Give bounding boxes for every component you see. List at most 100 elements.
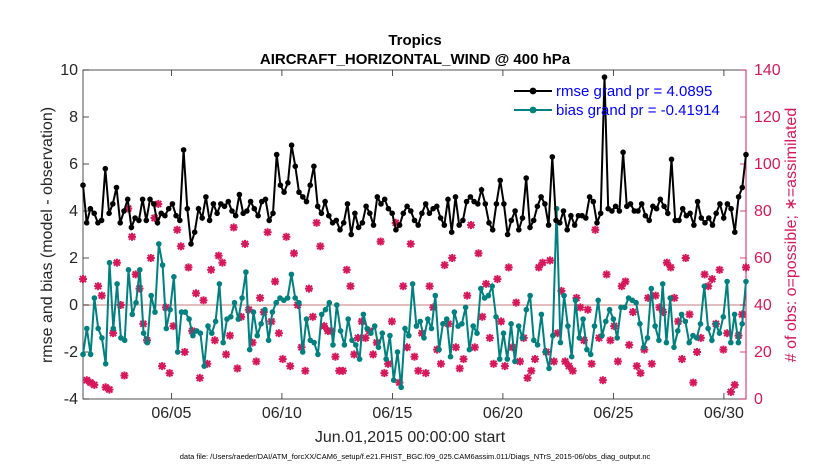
rmse-point	[318, 210, 325, 217]
rmse-point	[322, 198, 328, 205]
y-tick-label: 0	[69, 297, 78, 314]
rmse-point	[668, 156, 675, 163]
bias-point	[254, 332, 261, 339]
rmse-point	[326, 212, 332, 219]
bias-point	[167, 306, 173, 313]
bias-point	[409, 281, 416, 287]
obs-point	[689, 378, 698, 387]
obs-point	[195, 373, 204, 382]
bias-point	[447, 353, 454, 360]
obs-point	[192, 289, 200, 298]
rmse-point	[706, 215, 712, 221]
obs-point	[120, 371, 129, 380]
rmse-point	[195, 205, 202, 212]
obs-point	[636, 369, 645, 378]
obs-point	[482, 279, 491, 288]
obs-point	[678, 355, 686, 364]
bias-point	[326, 299, 333, 306]
rmse-point	[743, 151, 749, 158]
rmse-point	[713, 210, 719, 217]
bias-point	[436, 346, 442, 353]
x-tick-label: 06/15	[372, 405, 412, 422]
rmse-point	[597, 210, 604, 217]
bias-point	[466, 346, 473, 353]
rmse-point	[188, 241, 194, 247]
rmse-point	[236, 191, 243, 198]
rmse-point	[136, 217, 142, 224]
chart-subtitle: AIRCRAFT_HORIZONTAL_WIND @ 400 hPa	[260, 51, 571, 68]
bias-point	[678, 311, 685, 318]
x-tick-label: 06/05	[151, 405, 191, 422]
bias-point	[500, 330, 507, 337]
rmse-point	[527, 224, 533, 231]
obs-point	[207, 265, 216, 274]
bias-point	[421, 335, 427, 341]
bias-point	[269, 309, 276, 315]
obs-point	[301, 366, 310, 375]
bias-point	[353, 342, 359, 348]
rmse-point	[694, 198, 701, 205]
legend-label-bias: bias grand pr = -0.41914	[556, 102, 720, 119]
y-tick-label-right: 40	[754, 297, 772, 314]
rmse-point	[247, 198, 254, 205]
rmse-point	[463, 198, 470, 205]
rmse-point	[98, 217, 105, 224]
bias-point	[705, 325, 711, 332]
bias-point	[644, 335, 651, 341]
rmse-point	[448, 229, 455, 235]
rmse-point	[434, 203, 440, 210]
obs-point	[338, 366, 347, 375]
bias-point	[519, 335, 526, 341]
bias-point	[387, 332, 393, 339]
rmse-point	[381, 196, 388, 203]
obs-point	[726, 387, 735, 396]
bias-point	[659, 281, 666, 287]
obs-point	[376, 237, 385, 246]
obs-point	[568, 366, 577, 375]
rmse-point	[225, 198, 232, 205]
rmse-point	[408, 208, 414, 214]
rmse-point	[389, 210, 396, 217]
bias-point	[383, 356, 389, 362]
rmse-point	[665, 210, 671, 217]
obs-point	[730, 380, 739, 389]
x-tick-label: 06/10	[262, 405, 302, 422]
obs-point	[546, 256, 555, 265]
rmse-point	[627, 201, 634, 207]
rmse-point	[698, 215, 705, 221]
bias-point	[682, 318, 689, 325]
y-tick-label-right: 60	[754, 250, 772, 267]
obs-point	[271, 277, 280, 286]
obs-point	[176, 242, 185, 251]
bias-point	[360, 311, 367, 318]
bias-point	[599, 332, 605, 339]
y-axis-label-right: # of obs: o=possible; ∗=assimilated	[783, 108, 800, 362]
rmse-point	[255, 212, 261, 219]
rmse-point	[687, 210, 693, 217]
legend-label-rmse: rmse grand pr = 4.0895	[556, 83, 712, 100]
rmse-point	[110, 201, 116, 207]
obs-point	[459, 355, 468, 364]
bias-point	[356, 356, 363, 362]
obs-point	[523, 373, 532, 382]
bias-point	[121, 337, 128, 344]
bias-point	[735, 339, 742, 346]
bias-point	[610, 316, 617, 322]
rmse-point	[117, 220, 123, 226]
bias-point	[303, 316, 310, 322]
bias-point	[144, 339, 151, 346]
bias-point	[337, 328, 344, 334]
bias-point	[205, 323, 211, 329]
bias-point	[675, 328, 681, 334]
obs-point	[681, 254, 690, 262]
obs-point	[312, 218, 321, 227]
rmse-point	[113, 184, 120, 191]
obs-point	[316, 242, 325, 251]
rmse-point	[288, 142, 295, 148]
rmse-point	[180, 147, 187, 153]
rmse-point	[478, 187, 485, 193]
y-tick-label: 2	[69, 250, 78, 267]
bias-point	[459, 321, 465, 327]
rmse-point	[601, 74, 608, 80]
rmse-point	[586, 194, 593, 200]
